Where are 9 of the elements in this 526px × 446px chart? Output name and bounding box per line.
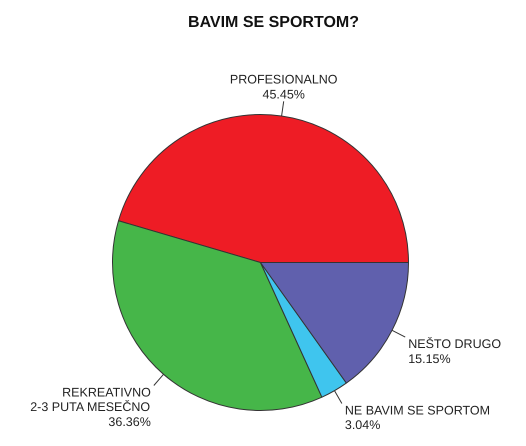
data-label: 45.45% bbox=[262, 87, 305, 102]
slice-label: NEŠTO DRUGO bbox=[408, 337, 502, 352]
data-label: 15.15% bbox=[408, 352, 451, 366]
data-label: 36.36% bbox=[108, 414, 151, 429]
chart-title: BAVIM SE SPORTOM? bbox=[188, 14, 359, 31]
slice-label: REKREATIVNO 2-3 PUTA MESEČNO bbox=[30, 385, 152, 414]
slice-label: NE BAVIM SE SPORTOM bbox=[344, 404, 490, 418]
slice-label: PROFESIONALNO bbox=[230, 72, 338, 87]
data-label: 3.04% bbox=[344, 418, 380, 432]
